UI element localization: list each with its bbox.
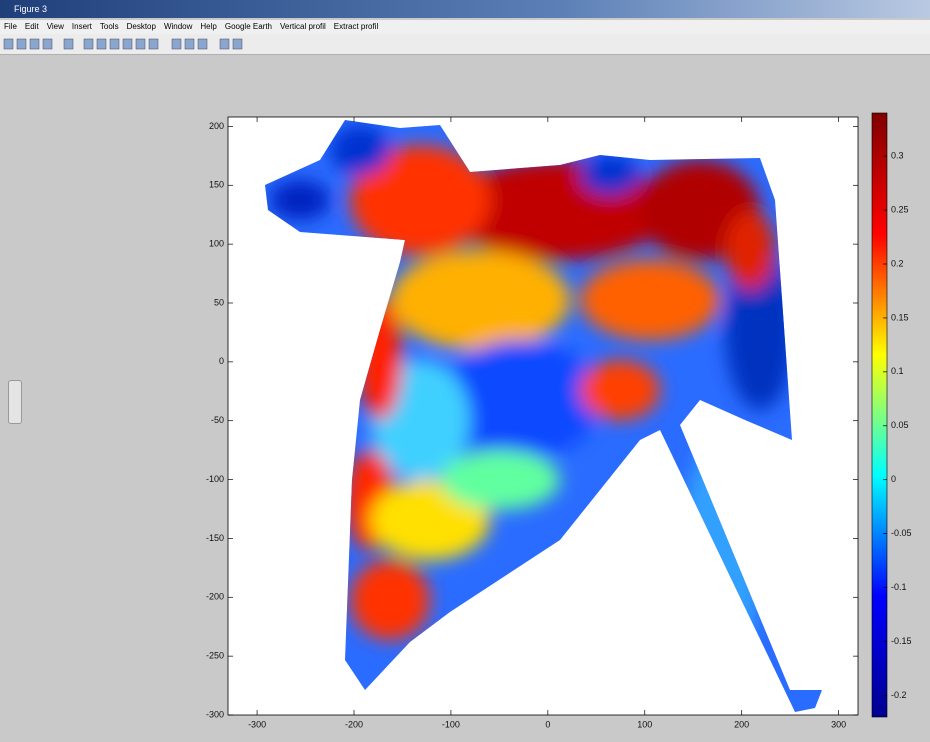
y-tick-label: -250 xyxy=(206,651,224,661)
menu-item[interactable]: Vertical profil xyxy=(280,22,326,31)
menu-item[interactable]: Desktop xyxy=(126,22,156,31)
x-tick-label: 100 xyxy=(637,719,652,729)
toolbar xyxy=(0,34,930,55)
menu-item[interactable]: Google Earth xyxy=(224,22,272,31)
y-tick-label: -300 xyxy=(206,709,224,719)
colorbar xyxy=(871,112,888,718)
menu-item[interactable]: Window xyxy=(163,22,193,31)
colorbar-tick-label: -0.15 xyxy=(891,636,912,646)
x-tick-label: 0 xyxy=(545,719,550,729)
x-tick-label: -100 xyxy=(442,719,460,729)
menu-item[interactable]: Edit xyxy=(24,22,39,31)
colorbar-tick-label: 0.3 xyxy=(891,151,904,161)
colorbar-tick-label: 0.15 xyxy=(891,312,909,322)
window-title: Figure 3 xyxy=(14,4,48,14)
x-tick-label: -200 xyxy=(345,719,363,729)
menu-item[interactable]: View xyxy=(46,22,64,31)
colorbar-tick-label: -0.1 xyxy=(891,582,907,592)
x-tick-label: 200 xyxy=(734,719,749,729)
toolbar-icons xyxy=(3,38,243,50)
y-tick-label: 0 xyxy=(219,356,224,366)
colorbar-tick-label: 0.1 xyxy=(891,366,904,376)
y-tick-label: 100 xyxy=(209,239,224,249)
menu-item[interactable]: Insert xyxy=(71,22,92,31)
y-tick-label: -100 xyxy=(206,474,224,484)
menu-item[interactable]: Extract profil xyxy=(333,22,379,31)
colorbar-tick-label: -0.05 xyxy=(891,528,912,538)
colorbar-tick-label: 0.05 xyxy=(891,420,909,430)
y-tick-label: -50 xyxy=(211,415,224,425)
colorbar-tick-label: 0.25 xyxy=(891,204,909,214)
y-tick-label: 50 xyxy=(214,297,224,307)
y-tick-label: 200 xyxy=(209,121,224,131)
menu-item[interactable]: Help xyxy=(200,22,217,31)
dock-toggle[interactable] xyxy=(8,380,22,424)
y-tick-label: -150 xyxy=(206,533,224,543)
colorbar-tick-label: 0 xyxy=(891,474,896,484)
colorbar-tick-label: -0.2 xyxy=(891,690,907,700)
menu-item[interactable]: Tools xyxy=(99,22,119,31)
x-tick-label: 300 xyxy=(831,719,846,729)
menu-bar: File Edit View Insert Tools Desktop Window Help… xyxy=(0,20,930,34)
x-tick-label: -300 xyxy=(248,719,266,729)
title-bar: Figure 3 xyxy=(0,0,930,18)
colorbar-tick-label: 0.2 xyxy=(891,258,904,268)
y-tick-label: 150 xyxy=(209,180,224,190)
y-tick-label: -200 xyxy=(206,592,224,602)
menu-item[interactable]: File xyxy=(4,22,17,31)
